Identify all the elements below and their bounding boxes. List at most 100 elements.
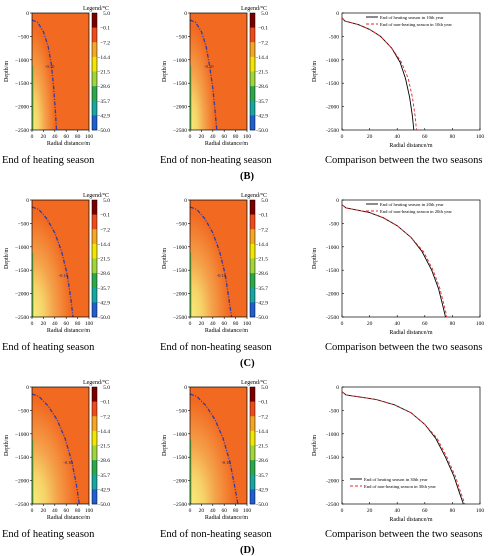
colorbar-tick-label: −21.5 xyxy=(97,444,110,450)
x-tick-label: 0 xyxy=(31,508,34,514)
x-tick-label: 80 xyxy=(233,321,239,327)
x-tick-label: 20 xyxy=(199,508,205,514)
x-tick-label: 40 xyxy=(210,321,216,327)
colorbar-segment xyxy=(250,214,255,230)
colorbar-tick-label: −14.4 xyxy=(97,55,110,61)
wellbore-strip xyxy=(32,65,34,130)
x-tick-label: 60 xyxy=(422,508,428,514)
x-tick-label: 100 xyxy=(476,508,485,514)
y-tick-label: -1000 xyxy=(326,58,339,64)
colorbar-segment xyxy=(92,287,97,303)
caption-comparison: Comparison between the two seasons xyxy=(325,155,483,166)
y-tick-label: −1000 xyxy=(173,58,187,64)
x-tick-label: 80 xyxy=(450,321,456,327)
x-tick-label: 100 xyxy=(476,321,485,327)
cooled-zone xyxy=(190,207,232,317)
plot-frame xyxy=(189,199,248,318)
colorbar-tick-label: −50.0 xyxy=(97,502,110,508)
colorbar-segment xyxy=(250,416,255,432)
colorbar-tick-label: −7.2 xyxy=(258,227,268,233)
colorbar: 5.0 −0.1 −7.2 −14.4 −21.5 −28.6 −35.7 −42.9 −50.… xyxy=(83,5,110,134)
colorbar-segment xyxy=(92,387,97,402)
y-axis-label: Depth/m xyxy=(312,435,318,456)
y-tick-label: 0 xyxy=(184,385,187,391)
colorbar-tick-label: −0.1 xyxy=(258,400,268,406)
x-axis-label: Radial distance/m xyxy=(389,517,432,523)
colorbar-segment xyxy=(92,243,97,259)
plot-frame xyxy=(31,12,90,131)
colorbar-tick-label: −50.0 xyxy=(255,128,268,134)
x-axis-label: Radial distance/m xyxy=(205,515,248,521)
colorbar-tick-label: −35.7 xyxy=(255,473,268,479)
x-tick-label: 0 xyxy=(31,134,34,140)
x-tick-label: 0 xyxy=(189,508,192,514)
y-tick-label: −2500 xyxy=(173,315,187,321)
x-tick-label: 100 xyxy=(243,134,252,140)
colorbar-segment xyxy=(250,474,255,490)
x-tick-label: 80 xyxy=(75,508,81,514)
y-tick-label: -2000 xyxy=(326,105,339,111)
y-tick-label: −1500 xyxy=(173,81,187,87)
colorbar: 5.0 −0.1 −7.2 −14.4 −21.5 −28.6 −35.7 −42.9 −50.… xyxy=(241,379,268,508)
colorbar-frame xyxy=(91,199,98,318)
colorbar-tick-label: −21.5 xyxy=(97,70,110,76)
colorbar-tick-label: 5.0 xyxy=(261,11,268,17)
caption-comparison: Comparison between the two seasons xyxy=(325,529,483,540)
panel-letter: (D) xyxy=(240,545,255,556)
colorbar: 5.0 −0.1 −7.2 −14.4 −21.5 −28.6 −35.7 −42.9 −50.… xyxy=(241,192,268,321)
y-tick-label: 0 xyxy=(336,11,339,17)
y-tick-label: −2000 xyxy=(15,479,29,485)
x-tick-label: 40 xyxy=(394,321,400,327)
y-tick-label: −1000 xyxy=(15,58,29,64)
x-axis-label: Radial distance/m xyxy=(389,330,432,336)
series-nonheating-line xyxy=(341,391,466,505)
y-tick-label: −500 xyxy=(176,221,188,227)
isotherm-contour xyxy=(189,19,218,131)
colorbar-tick-label: 5.0 xyxy=(261,198,268,204)
x-tick-label: 80 xyxy=(450,134,456,140)
plot-frame xyxy=(31,199,90,318)
colorbar-tick-label: −35.7 xyxy=(97,99,110,105)
colorbar-segment xyxy=(250,445,255,461)
colorbar-tick-label: −42.9 xyxy=(97,300,110,306)
legend: End of heating season in 10th year End of… xyxy=(366,15,452,27)
colorbar-segment xyxy=(92,416,97,432)
isotherm-contour xyxy=(189,206,233,318)
y-tick-label: 0 xyxy=(336,198,339,204)
contour-label: -0.10 xyxy=(221,460,231,465)
colorbar-tick-label: 5.0 xyxy=(103,198,110,204)
colorbar-segment xyxy=(250,13,255,28)
colorbar-segment xyxy=(250,100,255,116)
x-tick-label: 40 xyxy=(210,134,216,140)
colorbar-title: Legend/°C xyxy=(241,5,267,12)
y-tick-label: -1000 xyxy=(326,245,339,251)
colorbar-tick-label: −7.2 xyxy=(100,227,110,233)
x-tick-label: 20 xyxy=(199,321,205,327)
y-axis-label: Depth/m xyxy=(312,248,318,269)
legend-entry: End of heating season in 10th year xyxy=(380,15,444,20)
colorbar-segment xyxy=(92,229,97,245)
y-tick-label: −500 xyxy=(18,221,30,227)
x-tick-label: 0 xyxy=(189,134,192,140)
x-tick-label: 40 xyxy=(210,508,216,514)
x-tick-label: 80 xyxy=(75,134,81,140)
y-tick-label: −1000 xyxy=(173,245,187,251)
panel-letter: (B) xyxy=(240,171,254,182)
colorbar-segment xyxy=(250,56,255,72)
colorbar-segment xyxy=(92,100,97,116)
y-tick-label: -2500 xyxy=(326,315,339,321)
plot-frame xyxy=(189,386,248,505)
colorbar-segment xyxy=(92,13,97,28)
x-tick-label: 60 xyxy=(422,134,428,140)
y-tick-label: −500 xyxy=(176,408,188,414)
colorbar-tick-label: −0.1 xyxy=(100,400,110,406)
colorbar-segment xyxy=(92,42,97,58)
colorbar-tick-label: −35.7 xyxy=(255,286,268,292)
colorbar-segment xyxy=(250,460,255,476)
cooled-zone xyxy=(32,207,73,317)
x-tick-label: 80 xyxy=(233,134,239,140)
